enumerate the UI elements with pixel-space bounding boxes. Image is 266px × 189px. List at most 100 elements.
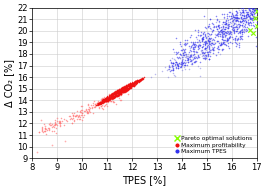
- Point: [249, 32, 253, 35]
- Point: [89, 104, 93, 107]
- Point: [193, 59, 197, 62]
- Point: [192, 53, 196, 56]
- Point: [107, 95, 111, 98]
- Point: [250, 10, 254, 13]
- Point: [201, 43, 205, 46]
- Point: [110, 93, 114, 96]
- Point: [107, 97, 112, 100]
- Point: [95, 103, 100, 106]
- Point: [97, 103, 101, 106]
- Point: [206, 50, 211, 53]
- Point: [206, 53, 210, 56]
- Point: [204, 54, 208, 57]
- Point: [46, 127, 51, 130]
- Point: [94, 103, 98, 106]
- Point: [140, 77, 144, 81]
- Point: [85, 110, 89, 113]
- Point: [251, 14, 256, 17]
- Point: [130, 84, 134, 87]
- Point: [134, 80, 139, 83]
- Point: [217, 30, 221, 33]
- Point: [196, 54, 200, 57]
- Point: [122, 88, 126, 91]
- Point: [177, 41, 182, 44]
- Point: [176, 61, 181, 64]
- Point: [93, 103, 98, 106]
- Point: [121, 91, 126, 94]
- Point: [117, 92, 121, 95]
- Point: [244, 20, 248, 23]
- Point: [203, 33, 207, 36]
- Point: [100, 100, 104, 103]
- Point: [245, 25, 249, 28]
- Point: [181, 55, 185, 58]
- Point: [251, 8, 255, 11]
- Point: [223, 25, 227, 28]
- Point: [171, 62, 175, 65]
- Point: [170, 61, 174, 64]
- Point: [196, 45, 200, 48]
- Point: [225, 32, 229, 35]
- Point: [105, 97, 109, 100]
- Point: [252, 8, 256, 11]
- Point: [100, 99, 105, 102]
- Point: [117, 92, 121, 95]
- Point: [114, 94, 118, 97]
- Point: [105, 99, 109, 102]
- Point: [249, 18, 253, 21]
- Point: [232, 30, 236, 33]
- Point: [131, 81, 136, 84]
- Point: [107, 95, 111, 98]
- Point: [58, 120, 62, 123]
- Point: [125, 86, 130, 89]
- Point: [131, 82, 135, 85]
- Point: [103, 97, 107, 100]
- Point: [111, 91, 115, 94]
- Point: [122, 86, 126, 89]
- Point: [207, 46, 211, 49]
- Point: [133, 80, 138, 83]
- Point: [102, 99, 106, 102]
- Point: [119, 89, 123, 92]
- Point: [216, 23, 220, 26]
- Point: [212, 42, 217, 45]
- Point: [200, 50, 204, 53]
- Point: [168, 66, 172, 69]
- Point: [134, 81, 138, 84]
- Point: [110, 93, 114, 96]
- Point: [216, 34, 221, 37]
- Point: [240, 1, 244, 4]
- Point: [53, 122, 57, 125]
- Point: [126, 83, 130, 86]
- Point: [235, 16, 239, 19]
- Point: [120, 88, 124, 91]
- Point: [120, 87, 124, 90]
- Point: [125, 87, 129, 90]
- Point: [224, 26, 228, 29]
- Point: [119, 89, 123, 92]
- Point: [131, 84, 136, 87]
- Point: [223, 22, 227, 26]
- Point: [75, 113, 80, 116]
- Point: [100, 101, 105, 104]
- Point: [210, 41, 214, 44]
- Point: [107, 93, 111, 96]
- Point: [43, 126, 47, 129]
- Point: [104, 99, 109, 102]
- Point: [128, 86, 133, 89]
- Point: [138, 78, 142, 81]
- Point: [95, 102, 99, 105]
- Point: [115, 94, 119, 97]
- Point: [41, 129, 46, 132]
- Point: [115, 88, 119, 91]
- Point: [182, 49, 186, 52]
- Point: [226, 20, 230, 23]
- Point: [240, 10, 245, 13]
- Point: [102, 99, 106, 102]
- Point: [219, 42, 223, 45]
- Point: [198, 40, 202, 43]
- Point: [170, 57, 174, 60]
- Point: [237, 23, 241, 26]
- Point: [117, 90, 122, 93]
- Point: [206, 54, 210, 57]
